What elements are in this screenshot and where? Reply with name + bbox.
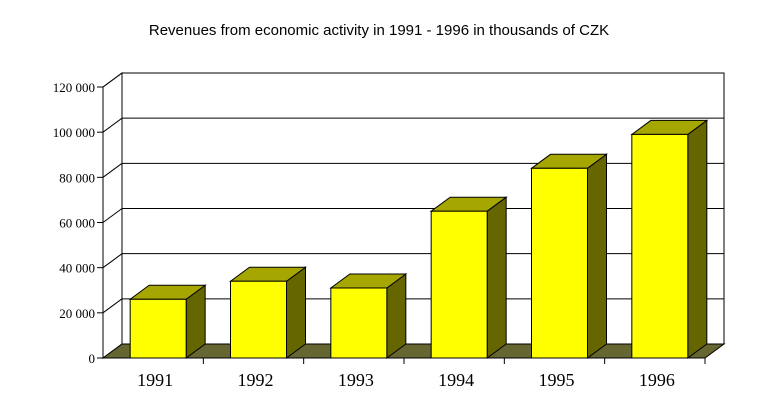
bar-1992 (228, 266, 308, 359)
y-tick-label: 20 000 (59, 306, 95, 321)
gridline-diagonal (102, 72, 123, 88)
bar-1994 (429, 196, 508, 359)
x-tick-label: 1991 (137, 370, 173, 390)
bar-1993 (329, 273, 408, 359)
chart-title: Revenues from economic activity in 1991 … (148, 22, 610, 39)
bar-side-face (587, 153, 607, 359)
bar-front-face (430, 210, 488, 359)
bar-front-face (531, 167, 588, 359)
bar-front-face (129, 298, 187, 359)
bar-1995 (529, 153, 609, 359)
bar-1996 (630, 119, 709, 359)
bars (128, 119, 709, 359)
x-tick-label: 1992 (238, 370, 274, 390)
y-axis: 0 20 000 40 000 60 000 80 000 100 000 120 000 (53, 80, 104, 366)
y-tick-label: 40 000 (59, 261, 95, 276)
gridline-diagonal (102, 253, 123, 269)
y-tick-label: 100 000 (53, 125, 95, 140)
y-tick-label: 0 (89, 351, 96, 366)
x-tick-label: 1996 (639, 370, 675, 390)
y-tick-label: 80 000 (59, 170, 95, 185)
bar-side-face (386, 273, 407, 359)
y-tick-label: 120 000 (53, 80, 95, 95)
x-tick-label: 1995 (539, 370, 575, 390)
gridline-diagonal (102, 298, 123, 314)
x-tick-label: 1993 (338, 370, 374, 390)
bar-side-face (286, 266, 306, 359)
gridline-diagonal (102, 117, 123, 133)
x-tick-label: 1994 (438, 370, 474, 390)
x-axis: 1991 1992 1993 1994 1995 1996 (103, 357, 706, 390)
bar-1991 (128, 284, 207, 359)
gridline-diagonal (102, 208, 123, 223)
bar-side-face (687, 119, 708, 359)
bar-front-face (631, 133, 689, 359)
gridline-diagonal (102, 162, 123, 178)
bar-front-face (230, 280, 287, 359)
y-tick-label: 60 000 (59, 216, 95, 231)
bar-front-face (330, 287, 388, 359)
gridlines (102, 72, 724, 314)
bar-side-face (486, 196, 507, 359)
